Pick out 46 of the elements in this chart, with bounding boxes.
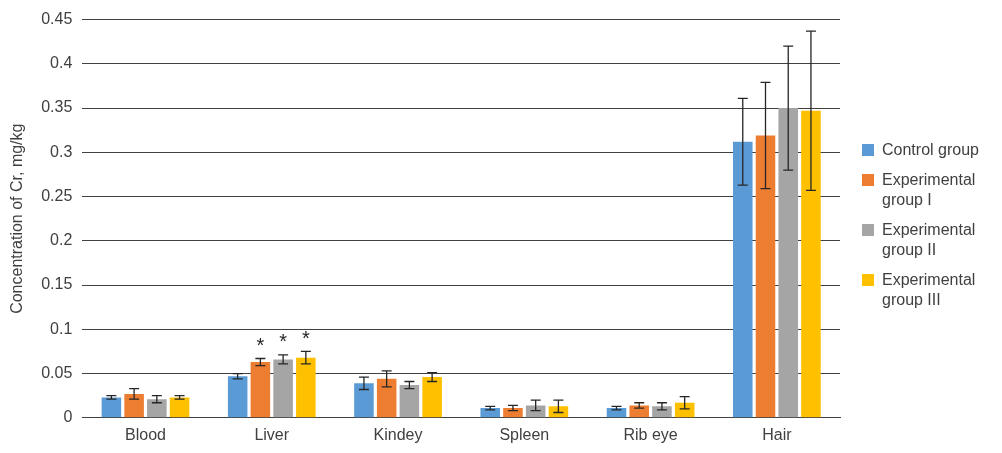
legend-label: Control group	[882, 140, 979, 160]
bar	[376, 378, 397, 418]
y-tick-label: 0.35	[41, 98, 73, 116]
data-label: *	[301, 326, 310, 349]
bar	[250, 362, 271, 418]
legend-label: Experimental group II	[882, 220, 977, 260]
bar	[399, 385, 420, 418]
bar	[778, 108, 798, 418]
x-tick-label: Blood	[125, 425, 166, 443]
bar	[124, 393, 144, 418]
y-tick-label: 0.2	[50, 231, 73, 249]
y-tick-label: 0.15	[41, 275, 73, 293]
x-tick-label: Spleen	[499, 425, 550, 443]
data-label: *	[279, 330, 288, 353]
bar	[273, 359, 293, 418]
y-tick-label: 0.4	[50, 54, 73, 72]
y-tick-label: 0	[63, 408, 73, 426]
x-tick-label: Liver	[254, 425, 290, 443]
bar	[548, 406, 569, 418]
bar	[101, 397, 122, 418]
bar	[354, 383, 374, 418]
legend-label: Experimental group I	[882, 170, 977, 210]
x-tick-label: Kindey	[373, 425, 423, 443]
bar	[480, 408, 500, 418]
bar	[755, 135, 776, 418]
bar	[503, 408, 523, 418]
bar	[652, 406, 672, 418]
y-tick-label: 0.45	[41, 10, 73, 28]
y-tick-label: 0.25	[41, 186, 73, 204]
y-tick-label: 0.05	[41, 363, 73, 381]
y-axis-title: Concentration of Cr, mg/kg	[8, 123, 26, 314]
x-tick-label: Hair	[762, 425, 793, 443]
bar	[629, 405, 649, 418]
bar	[422, 377, 442, 418]
legend-label: Experimental group III	[882, 270, 977, 310]
y-tick-label: 0.3	[50, 142, 73, 160]
y-tick-label: 0.1	[50, 319, 73, 337]
bar	[732, 141, 753, 418]
bar	[296, 357, 316, 418]
x-tick-label: Rib eye	[623, 425, 678, 443]
bar	[227, 376, 248, 418]
bar	[801, 110, 821, 418]
bar	[525, 405, 546, 418]
bar	[147, 399, 167, 418]
bar	[169, 397, 190, 418]
data-label: *	[256, 334, 265, 357]
